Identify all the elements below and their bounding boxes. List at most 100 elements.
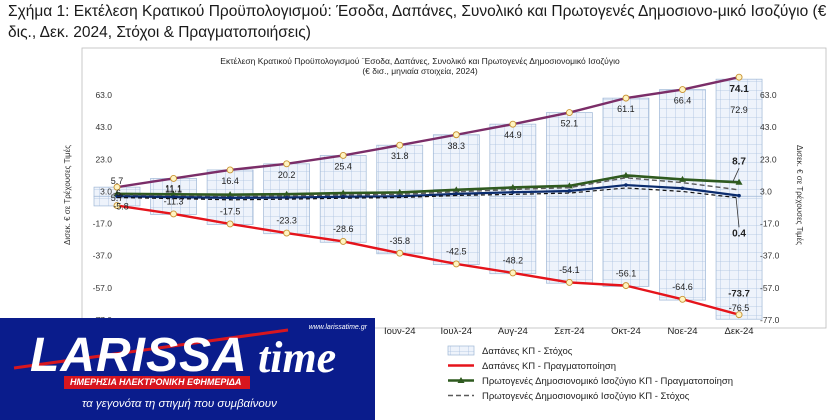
bar-value-label: 5.7 (111, 193, 124, 203)
series-line (116, 183, 740, 199)
data-point (226, 191, 234, 198)
data-point (622, 282, 630, 290)
bar-value-label: 11.1 (165, 184, 182, 194)
bar-value-label: 44.9 (504, 130, 522, 140)
line-value-label: 5.7 (111, 176, 124, 186)
bar (602, 195, 650, 287)
data-point (735, 178, 743, 185)
data-point (396, 188, 404, 195)
legend-marker (457, 377, 465, 383)
y-tick-label-right: -37.0 (760, 251, 780, 261)
line-value-label: -73.7 (728, 289, 750, 300)
data-point (113, 183, 121, 191)
data-point (170, 210, 178, 218)
x-tick-label: Δεκ-24 (725, 326, 754, 337)
bar-value-label: 72.9 (730, 105, 748, 115)
data-point (679, 295, 686, 303)
y-tick-label-right: 43.0 (760, 122, 777, 132)
data-point (339, 189, 347, 196)
data-point (509, 269, 517, 277)
x-tick-label: Νοε-24 (667, 326, 697, 337)
data-point (565, 109, 573, 117)
bar-value-label: -28.6 (333, 224, 354, 234)
data-point (622, 171, 630, 178)
logo-time-word: time (258, 333, 337, 382)
data-point (565, 182, 573, 189)
data-point (283, 229, 291, 237)
bar-value-label: 52.1 (561, 119, 579, 129)
data-point (567, 189, 572, 193)
series-line (116, 204, 740, 316)
series-line (116, 187, 740, 201)
bar-value-label: -76.5 (729, 303, 750, 313)
x-tick-label: Οκτ-24 (611, 326, 641, 337)
data-point (511, 190, 515, 195)
data-point (565, 278, 573, 286)
larissatime-logo[interactable]: www.larissatime.gr LARISSA time ΗΜΕΡΗΣΙΑ… (0, 318, 375, 420)
data-point (454, 192, 459, 196)
y-axis-label-right: Δισεκ. € σε Τρέχουσες Τιμές (795, 145, 804, 245)
data-point (396, 249, 404, 257)
bar-value-label: 38.3 (448, 141, 466, 151)
line-value-label: -5.8 (113, 201, 129, 211)
bar-value-label: -23.3 (276, 216, 297, 226)
line-value-label: 74.1 (729, 84, 749, 95)
y-tick-label-left: -17.0 (93, 219, 113, 229)
bar-value-label: -54.1 (559, 265, 580, 275)
x-tick-label: Σεπ-24 (554, 326, 584, 337)
y-tick-label-left: 3.0 (100, 186, 112, 196)
data-point (339, 237, 347, 245)
bar-value-label: -11.3 (164, 196, 184, 206)
y-tick-label-left: -57.0 (93, 283, 113, 293)
bar-value-label: 20.2 (278, 170, 296, 180)
legend-label: Πρωτογενές Δημοσιονομικό Ισοζύγιο ΚΠ - Π… (482, 376, 733, 387)
data-point (283, 160, 291, 168)
bar-value-label: 25.4 (334, 161, 352, 171)
data-point (737, 193, 741, 198)
data-point (228, 196, 232, 200)
y-tick-label-left: -37.0 (93, 251, 113, 261)
line-value-label: 8.7 (732, 156, 746, 167)
data-point (170, 175, 178, 182)
series-line (116, 76, 740, 189)
bar-value-label: -6 (113, 188, 121, 198)
data-point (339, 152, 347, 159)
logo-url: www.larissatime.gr (308, 324, 367, 331)
data-point (622, 94, 630, 102)
chart-title: Εκτέλεση Κρατικού Προϋπολογισμού ¨Εσοδα,… (220, 56, 620, 66)
data-point (679, 175, 686, 182)
bar-value-label: 66.4 (674, 96, 692, 106)
bar-value-label: -42.5 (446, 247, 467, 257)
label-leader (732, 168, 740, 182)
data-point (284, 195, 289, 200)
y-tick-label-right: -57.0 (760, 283, 780, 293)
line-value-label: 11.1 (165, 183, 182, 193)
legend-label: Δαπάνες ΚΠ - Στόχος (482, 346, 573, 357)
x-tick-label: Ιουλ-24 (440, 326, 472, 337)
x-tick-label: Αυγ-24 (498, 326, 528, 337)
series-line (116, 174, 740, 196)
data-point (680, 186, 685, 191)
bar-value-label: 31.8 (391, 151, 409, 161)
data-point (452, 131, 460, 139)
data-point (735, 311, 743, 319)
bar-value-label: -56.1 (616, 268, 637, 278)
bar (432, 195, 480, 265)
bar (715, 195, 763, 320)
y-tick-label-right: 63.0 (760, 90, 777, 100)
bar-value-label: -48.2 (503, 256, 524, 266)
data-point (679, 86, 686, 94)
bar (715, 78, 763, 197)
bar (659, 195, 706, 301)
bar-value-label: 61.1 (617, 104, 635, 114)
y-tick-label-right: 23.0 (760, 154, 777, 164)
logo-name: LARISSA (30, 329, 248, 382)
logo-subtitle: ΗΜΕΡΗΣΙΑ ΗΛΕΚΤΡΟΝΙΚΗ ΕΦΗΜΕΡΙΔΑ (64, 376, 250, 389)
data-point (283, 190, 291, 197)
bar-value-label: -64.6 (672, 282, 693, 292)
y-tick-label-right: -17.0 (760, 219, 780, 229)
data-point (452, 186, 460, 193)
data-point (509, 183, 517, 190)
data-point (509, 120, 517, 128)
